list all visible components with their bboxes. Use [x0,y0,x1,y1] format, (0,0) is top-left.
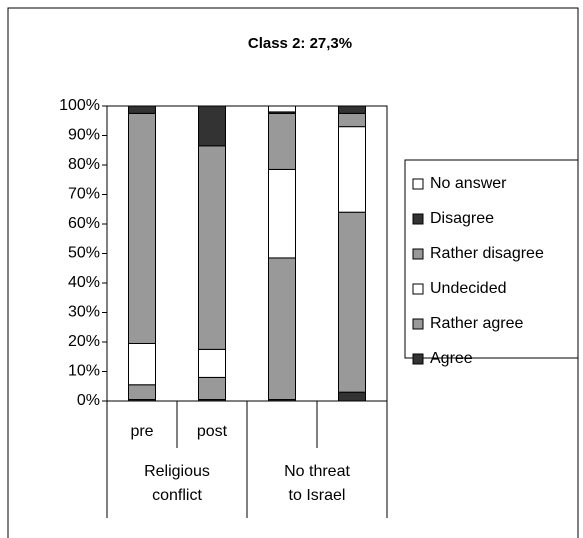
legend-label: Undecided [430,280,507,297]
y-tick-label: 100% [59,97,100,114]
bar-segment [198,105,226,147]
bar-segment [128,384,156,401]
bar-segment [198,376,226,401]
y-tick-label: 30% [68,304,100,321]
legend-swatch [412,353,424,365]
y-tick-label: 60% [68,215,100,232]
bar-segment [198,145,226,350]
y-tick-label: 20% [68,333,100,350]
bar-segment [128,105,156,114]
bar-segment [338,126,366,213]
bar-segment [268,257,296,401]
legend-swatch [412,318,424,330]
y-tick-label: 70% [68,186,100,203]
legend-swatch [412,248,424,260]
legend-swatch [412,283,424,295]
legend-label: No answer [430,175,507,192]
legend-swatch [412,213,424,225]
chart-title: Class 2: 27,3% [248,35,352,52]
x-tick-label: pre [130,423,153,440]
bar-segment [128,112,156,344]
y-tick-label: 90% [68,127,100,144]
bar-segment [268,112,296,170]
bar-segment [338,211,366,393]
group-label: Religious conflict [144,463,210,504]
bar-segment [268,168,296,259]
legend-label: Disagree [430,210,494,227]
y-tick-label: 80% [68,156,100,173]
x-tick-label: post [197,423,228,440]
bar-segment [268,105,296,113]
y-tick-label: 10% [68,363,100,380]
legend-label: Agree [430,350,473,367]
bar-segment [198,348,226,378]
legend-label: Rather disagree [430,245,544,262]
group-label: No threat to Israel [284,463,350,504]
legend-swatch [412,178,424,190]
bar-segment [128,342,156,386]
legend-label: Rather agree [430,315,523,332]
y-tick-label: 50% [68,245,100,262]
y-tick-label: 40% [68,274,100,291]
bar-segment [338,105,366,114]
legend [404,159,579,359]
bar-segment [338,391,366,402]
y-tick-label: 0% [77,392,100,409]
bar-segment [338,112,366,128]
